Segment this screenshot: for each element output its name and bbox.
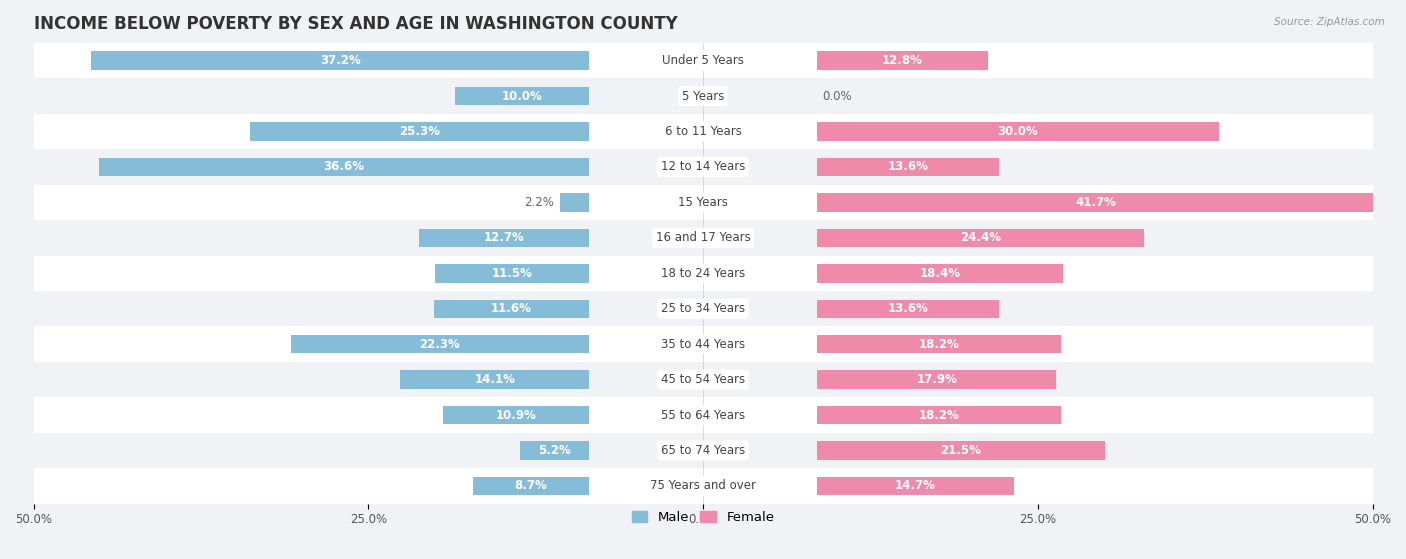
- Bar: [817, 229, 1143, 247]
- Text: 6 to 11 Years: 6 to 11 Years: [665, 125, 741, 138]
- Bar: [34, 114, 1372, 149]
- Text: 25 to 34 Years: 25 to 34 Years: [661, 302, 745, 315]
- Text: 45 to 54 Years: 45 to 54 Years: [661, 373, 745, 386]
- Bar: [34, 78, 1372, 114]
- Bar: [434, 300, 589, 318]
- Text: INCOME BELOW POVERTY BY SEX AND AGE IN WASHINGTON COUNTY: INCOME BELOW POVERTY BY SEX AND AGE IN W…: [34, 15, 678, 33]
- Text: 55 to 64 Years: 55 to 64 Years: [661, 409, 745, 421]
- Text: 16 and 17 Years: 16 and 17 Years: [655, 231, 751, 244]
- Text: 17.9%: 17.9%: [917, 373, 957, 386]
- Text: 5.2%: 5.2%: [538, 444, 571, 457]
- Text: 18 to 24 Years: 18 to 24 Years: [661, 267, 745, 280]
- Bar: [817, 300, 998, 318]
- Bar: [34, 291, 1372, 326]
- Bar: [560, 193, 589, 212]
- Bar: [250, 122, 589, 141]
- Text: Source: ZipAtlas.com: Source: ZipAtlas.com: [1274, 17, 1385, 27]
- Text: 65 to 74 Years: 65 to 74 Years: [661, 444, 745, 457]
- Bar: [520, 441, 589, 459]
- Bar: [436, 264, 589, 282]
- Text: 12.8%: 12.8%: [882, 54, 922, 67]
- Text: 2.2%: 2.2%: [524, 196, 554, 209]
- Bar: [817, 51, 988, 70]
- Bar: [34, 255, 1372, 291]
- Bar: [401, 371, 589, 389]
- Text: 25.3%: 25.3%: [399, 125, 440, 138]
- Text: 18.4%: 18.4%: [920, 267, 960, 280]
- Bar: [34, 43, 1372, 78]
- Text: 15 Years: 15 Years: [678, 196, 728, 209]
- Text: 30.0%: 30.0%: [997, 125, 1038, 138]
- Bar: [34, 362, 1372, 397]
- Text: 24.4%: 24.4%: [960, 231, 1001, 244]
- Bar: [817, 371, 1056, 389]
- Legend: Male, Female: Male, Female: [626, 506, 780, 529]
- Bar: [472, 477, 589, 495]
- Bar: [817, 264, 1063, 282]
- Text: 22.3%: 22.3%: [419, 338, 460, 350]
- Text: 14.1%: 14.1%: [474, 373, 515, 386]
- Bar: [91, 51, 589, 70]
- Bar: [443, 406, 589, 424]
- Bar: [817, 122, 1219, 141]
- Text: 18.2%: 18.2%: [918, 338, 959, 350]
- Text: 41.7%: 41.7%: [1076, 196, 1116, 209]
- Text: 36.6%: 36.6%: [323, 160, 364, 173]
- Bar: [98, 158, 589, 176]
- Text: 21.5%: 21.5%: [941, 444, 981, 457]
- Bar: [34, 220, 1372, 255]
- Text: 18.2%: 18.2%: [918, 409, 959, 421]
- Text: 75 Years and over: 75 Years and over: [650, 480, 756, 492]
- Bar: [34, 433, 1372, 468]
- Bar: [456, 87, 589, 105]
- Bar: [817, 158, 998, 176]
- Text: 14.7%: 14.7%: [894, 480, 935, 492]
- Text: 12.7%: 12.7%: [484, 231, 524, 244]
- Bar: [34, 326, 1372, 362]
- Text: 37.2%: 37.2%: [319, 54, 360, 67]
- Bar: [34, 468, 1372, 504]
- Text: 35 to 44 Years: 35 to 44 Years: [661, 338, 745, 350]
- Bar: [419, 229, 589, 247]
- Bar: [34, 184, 1372, 220]
- Text: 11.5%: 11.5%: [492, 267, 533, 280]
- Bar: [817, 441, 1105, 459]
- Bar: [817, 193, 1375, 212]
- Text: 12 to 14 Years: 12 to 14 Years: [661, 160, 745, 173]
- Bar: [34, 149, 1372, 184]
- Bar: [817, 335, 1060, 353]
- Bar: [817, 477, 1014, 495]
- Text: 10.9%: 10.9%: [496, 409, 537, 421]
- Text: 13.6%: 13.6%: [887, 302, 928, 315]
- Bar: [34, 397, 1372, 433]
- Text: 13.6%: 13.6%: [887, 160, 928, 173]
- Text: 11.6%: 11.6%: [491, 302, 531, 315]
- Bar: [291, 335, 589, 353]
- Text: 8.7%: 8.7%: [515, 480, 547, 492]
- Bar: [817, 406, 1060, 424]
- Text: 5 Years: 5 Years: [682, 89, 724, 102]
- Text: 0.0%: 0.0%: [823, 89, 852, 102]
- Text: 10.0%: 10.0%: [502, 89, 543, 102]
- Text: Under 5 Years: Under 5 Years: [662, 54, 744, 67]
